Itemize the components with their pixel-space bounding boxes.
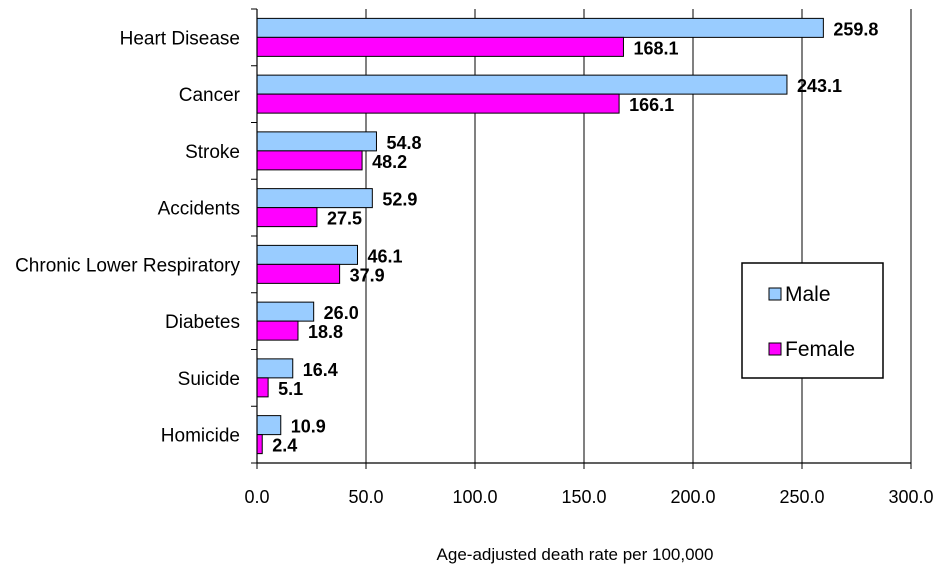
bar-male-accidents	[256, 188, 373, 209]
bar-female-suicide	[256, 377, 269, 398]
data-label-female: 27.5	[327, 209, 362, 229]
data-label-male: 259.8	[833, 19, 878, 39]
bar-female-cancer	[256, 93, 620, 114]
legend-swatch-male	[768, 287, 782, 301]
x-tick-label: 100.0	[452, 487, 497, 507]
data-label-male: 46.1	[367, 246, 402, 266]
bar-female-heart-disease	[256, 36, 624, 57]
legend: Male Female	[741, 262, 884, 379]
data-label-male: 16.4	[303, 360, 338, 380]
legend-label-female: Female	[785, 338, 855, 361]
bar-male-chronic-lower-respiratory	[256, 244, 358, 265]
data-label-female: 5.1	[278, 379, 303, 399]
legend-box	[741, 262, 884, 379]
data-label-male: 26.0	[324, 303, 359, 323]
bar-male-diabetes	[256, 301, 315, 322]
bar-female-stroke	[256, 150, 363, 171]
data-label-male: 10.9	[291, 417, 326, 437]
category-label: Chronic Lower Respiratory	[15, 255, 240, 276]
bar-female-homicide	[256, 434, 263, 455]
bars	[256, 17, 824, 455]
data-label-female: 166.1	[629, 95, 674, 115]
data-label-female: 168.1	[633, 38, 678, 58]
category-label: Suicide	[178, 369, 240, 390]
data-label-male: 54.8	[386, 133, 421, 153]
bar-female-diabetes	[256, 320, 299, 341]
x-axis-title: Age-adjusted death rate per 100,000	[437, 545, 714, 564]
legend-swatch-female	[768, 342, 782, 356]
category-label: Homicide	[161, 426, 240, 447]
category-label: Accidents	[158, 199, 240, 220]
x-tick-label: 50.0	[348, 487, 383, 507]
category-label: Heart Disease	[120, 28, 240, 49]
x-tick-label: 150.0	[561, 487, 606, 507]
x-tick-label: 200.0	[670, 487, 715, 507]
data-label-male: 243.1	[797, 76, 842, 96]
bar-male-cancer	[256, 74, 788, 95]
category-labels: Heart Disease Cancer Stroke Accidents Chroni…	[15, 28, 241, 446]
axes	[251, 8, 912, 469]
x-tick-label: 300.0	[888, 487, 933, 507]
data-label-female: 48.2	[372, 152, 407, 172]
data-label-male: 52.9	[382, 190, 417, 210]
x-tick-label: 0.0	[244, 487, 269, 507]
data-label-female: 2.4	[272, 436, 297, 456]
data-label-female: 37.9	[350, 265, 385, 285]
category-label: Cancer	[179, 85, 241, 106]
bar-male-suicide	[256, 358, 294, 379]
category-label: Diabetes	[165, 312, 240, 333]
tick-labels: 0.0 50.0 100.0 150.0 200.0 250.0 300.0	[244, 487, 933, 507]
bar-male-homicide	[256, 415, 282, 436]
bar-female-accidents	[256, 207, 318, 228]
bar-female-chronic-lower-respiratory	[256, 263, 341, 284]
category-label: Stroke	[185, 142, 240, 163]
legend-label-male: Male	[785, 283, 831, 306]
bar-male-heart-disease	[256, 17, 824, 38]
x-tick-label: 250.0	[779, 487, 824, 507]
data-label-female: 18.8	[308, 322, 343, 342]
data-labels: 259.8 168.1 243.1 166.1 54.848.2 52.9 27.546.1…	[272, 19, 878, 455]
bar-male-stroke	[256, 131, 377, 152]
